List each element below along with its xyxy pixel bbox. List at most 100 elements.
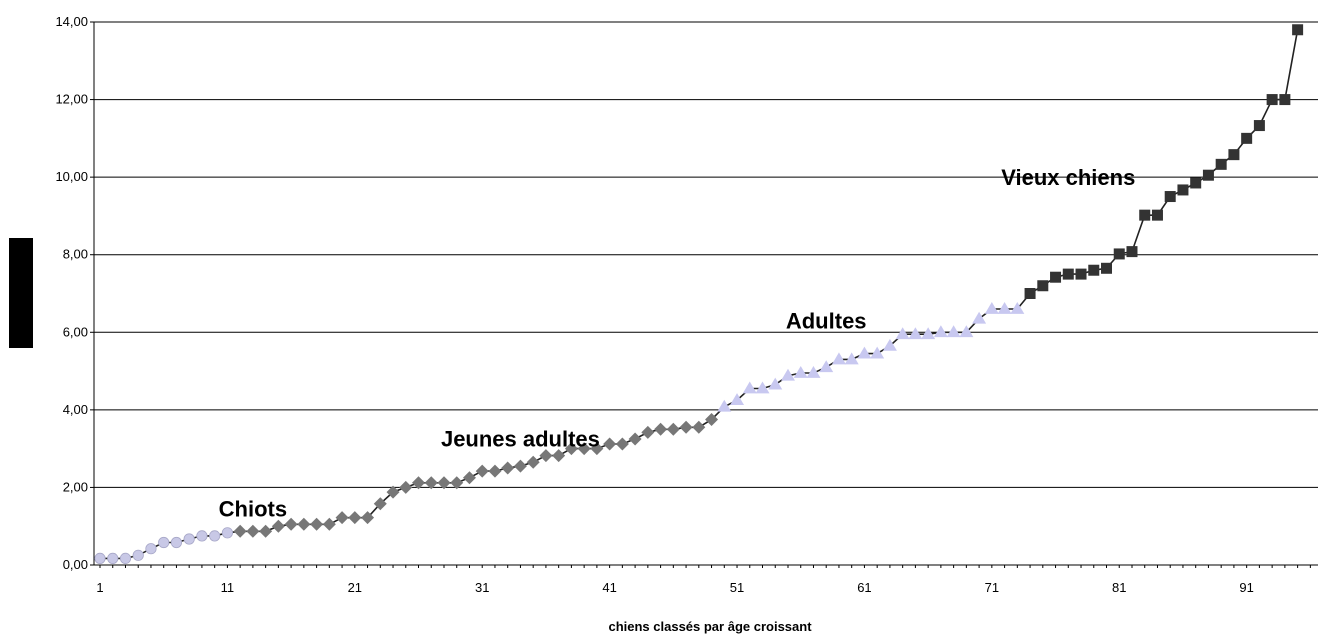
data-point-diamond: [564, 442, 578, 456]
data-point-square: [1139, 209, 1151, 221]
x-tick-label: 41: [602, 580, 616, 595]
data-point-triangle: [997, 302, 1012, 314]
data-point-diamond: [577, 442, 591, 456]
data-point-triangle: [844, 352, 859, 365]
data-line: [100, 29, 1299, 560]
data-point-diamond: [348, 511, 362, 525]
y-tick-label: 4,00: [63, 402, 88, 417]
data-point-diamond: [284, 517, 298, 531]
data-markers: [94, 24, 1304, 565]
data-point-triangle: [768, 377, 783, 390]
x-tick-label: 91: [1239, 580, 1253, 595]
y-tick-label: 2,00: [63, 479, 88, 494]
data-point-circle: [145, 543, 157, 555]
data-point-triangle: [870, 346, 885, 359]
data-point-diamond: [705, 413, 719, 427]
data-point-square: [1266, 94, 1278, 106]
x-tick-label: 61: [857, 580, 871, 595]
data-point-square: [1177, 184, 1189, 196]
data-point-triangle: [972, 311, 987, 324]
x-tick-label: 81: [1112, 580, 1126, 595]
data-point-square: [1215, 158, 1227, 170]
data-point-triangle: [921, 327, 936, 340]
data-point-diamond: [450, 476, 464, 490]
data-point-diamond: [513, 459, 527, 473]
x-tick-label: 31: [475, 580, 489, 595]
data-point-triangle: [946, 325, 961, 338]
data-point-diamond: [373, 497, 387, 511]
data-point-diamond: [475, 464, 489, 478]
data-point-diamond: [692, 420, 706, 434]
data-point-diamond: [399, 480, 413, 494]
data-point-circle: [221, 527, 234, 539]
x-tick-label: 21: [348, 580, 362, 595]
data-point-diamond: [386, 485, 400, 499]
y-tick-label: 6,00: [63, 324, 88, 339]
data-point-square: [1113, 248, 1125, 260]
data-point-diamond: [628, 432, 642, 446]
data-point-diamond: [654, 422, 668, 436]
data-point-diamond: [488, 464, 502, 478]
data-point-triangle: [730, 393, 745, 406]
data-point-diamond: [246, 524, 260, 538]
data-point-diamond: [539, 449, 553, 463]
data-point-triangle: [895, 327, 910, 340]
data-point-circle: [119, 552, 132, 565]
data-point-circle: [132, 549, 144, 561]
data-point-diamond: [259, 524, 273, 538]
data-point-square: [1101, 262, 1113, 274]
annotation-label: Vieux chiens: [1001, 165, 1135, 190]
data-point-square: [1037, 280, 1049, 292]
data-point-circle: [196, 530, 208, 542]
data-point-diamond: [462, 471, 476, 485]
x-axis-title: chiens classés par âge croissant: [608, 619, 812, 634]
data-point-diamond: [310, 517, 324, 531]
data-point-square: [1062, 268, 1074, 280]
data-point-triangle: [819, 360, 834, 373]
data-point-circle: [94, 552, 106, 565]
data-point-triangle: [742, 381, 757, 394]
annotation-label: Jeunes adultes: [441, 427, 600, 452]
data-point-triangle: [780, 368, 795, 381]
data-point-square: [1190, 177, 1202, 189]
gridlines: [94, 21, 1318, 488]
y-tick-label: 0,00: [63, 557, 88, 572]
y-axis-title-block: [9, 238, 33, 348]
data-point-triangle: [717, 399, 732, 412]
data-point-circle: [107, 552, 119, 565]
data-point-diamond: [361, 511, 375, 525]
x-tick-label: 1: [96, 580, 103, 595]
data-point-circle: [183, 533, 195, 545]
data-point-diamond: [424, 476, 438, 490]
data-point-diamond: [297, 517, 311, 531]
data-point-diamond: [501, 461, 515, 475]
annotations: Chiots Jeunes adultes Adultes Vieux chiens: [219, 165, 1136, 522]
data-point-square: [1024, 288, 1036, 299]
data-point-diamond: [437, 476, 451, 490]
series-line: [100, 29, 1299, 560]
data-point-diamond: [412, 476, 426, 490]
data-point-square: [1088, 264, 1100, 276]
data-point-square: [1164, 191, 1176, 203]
data-point-triangle: [908, 327, 923, 340]
x-axis-ticks: 1 11 21 31 41 51 61 71 81 91: [96, 565, 1311, 595]
data-point-diamond: [679, 420, 693, 434]
data-point-diamond: [641, 425, 655, 439]
data-point-square: [1126, 246, 1138, 258]
data-point-triangle: [984, 302, 999, 314]
data-point-diamond: [271, 519, 285, 533]
data-point-square: [1279, 94, 1291, 106]
data-point-circle: [170, 536, 183, 549]
data-point-circle: [158, 536, 170, 549]
data-point-triangle: [959, 325, 974, 338]
data-point-square: [1202, 169, 1214, 181]
x-tick-label: 71: [985, 580, 999, 595]
annotation-label: Chiots: [219, 497, 287, 522]
data-point-square: [1050, 271, 1062, 283]
y-tick-label: 12,00: [55, 92, 88, 107]
data-point-diamond: [590, 442, 604, 456]
data-point-square: [1292, 24, 1304, 36]
data-point-square: [1253, 120, 1265, 132]
